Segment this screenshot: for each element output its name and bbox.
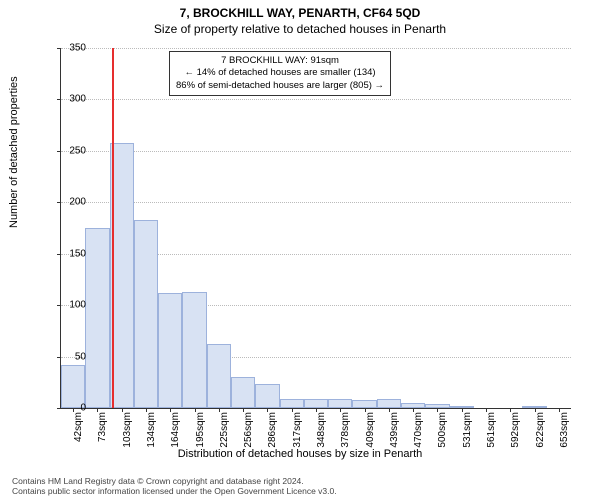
footer-line1: Contains HM Land Registry data © Crown c… <box>12 476 337 486</box>
chart-area: 42sqm73sqm103sqm134sqm164sqm195sqm225sqm… <box>60 48 571 409</box>
xtick-label: 73sqm <box>97 408 108 442</box>
xtick-label: 531sqm <box>462 408 473 448</box>
gridline <box>61 48 571 49</box>
ytick-label: 200 <box>58 197 86 208</box>
ytick-label: 250 <box>58 145 86 156</box>
histogram-bar <box>328 399 352 408</box>
xtick-label: 256sqm <box>243 408 254 448</box>
marker-line <box>112 48 114 408</box>
histogram-bar <box>85 228 109 408</box>
gridline <box>61 151 571 152</box>
histogram-bar <box>134 220 158 408</box>
annotation-line3: 86% of semi-detached houses are larger (… <box>176 80 384 92</box>
xtick-label: 378sqm <box>340 408 351 448</box>
ytick-label: 150 <box>58 248 86 259</box>
ytick-label: 0 <box>58 403 86 414</box>
histogram-bar <box>207 344 231 408</box>
x-axis-label: Distribution of detached houses by size … <box>0 448 600 460</box>
footer-line2: Contains public sector information licen… <box>12 486 337 496</box>
ytick-label: 350 <box>58 43 86 54</box>
histogram-bar <box>182 292 206 408</box>
annotation-line1: 7 BROCKHILL WAY: 91sqm <box>176 55 384 67</box>
xtick-label: 348sqm <box>316 408 327 448</box>
gridline <box>61 202 571 203</box>
xtick-label: 622sqm <box>535 408 546 448</box>
ytick-label: 50 <box>58 351 86 362</box>
ytick-label: 300 <box>58 94 86 105</box>
xtick-label: 286sqm <box>267 408 278 448</box>
histogram-bar <box>231 377 255 408</box>
xtick-label: 195sqm <box>195 408 206 448</box>
xtick-label: 317sqm <box>292 408 303 448</box>
gridline <box>61 99 571 100</box>
y-axis-label: Number of detached properties <box>8 76 20 228</box>
ytick-label: 100 <box>58 300 86 311</box>
footer-attribution: Contains HM Land Registry data © Crown c… <box>12 476 337 496</box>
xtick-label: 409sqm <box>365 408 376 448</box>
title-main: 7, BROCKHILL WAY, PENARTH, CF64 5QD <box>0 0 600 20</box>
xtick-label: 164sqm <box>170 408 181 448</box>
histogram-bar <box>158 293 182 408</box>
histogram-bar <box>255 384 279 408</box>
xtick-label: 470sqm <box>413 408 424 448</box>
histogram-bar <box>304 399 328 408</box>
histogram-bar <box>280 399 304 408</box>
xtick-label: 653sqm <box>559 408 570 448</box>
xtick-label: 500sqm <box>437 408 448 448</box>
xtick-label: 592sqm <box>510 408 521 448</box>
annotation-box: 7 BROCKHILL WAY: 91sqm← 14% of detached … <box>169 51 391 96</box>
xtick-label: 439sqm <box>389 408 400 448</box>
histogram-bar <box>352 400 376 408</box>
xtick-label: 225sqm <box>219 408 230 448</box>
histogram-bar <box>377 399 401 408</box>
xtick-label: 561sqm <box>486 408 497 448</box>
title-sub: Size of property relative to detached ho… <box>0 20 600 36</box>
xtick-label: 134sqm <box>146 408 157 448</box>
xtick-label: 103sqm <box>122 408 133 448</box>
annotation-line2: ← 14% of detached houses are smaller (13… <box>176 67 384 79</box>
